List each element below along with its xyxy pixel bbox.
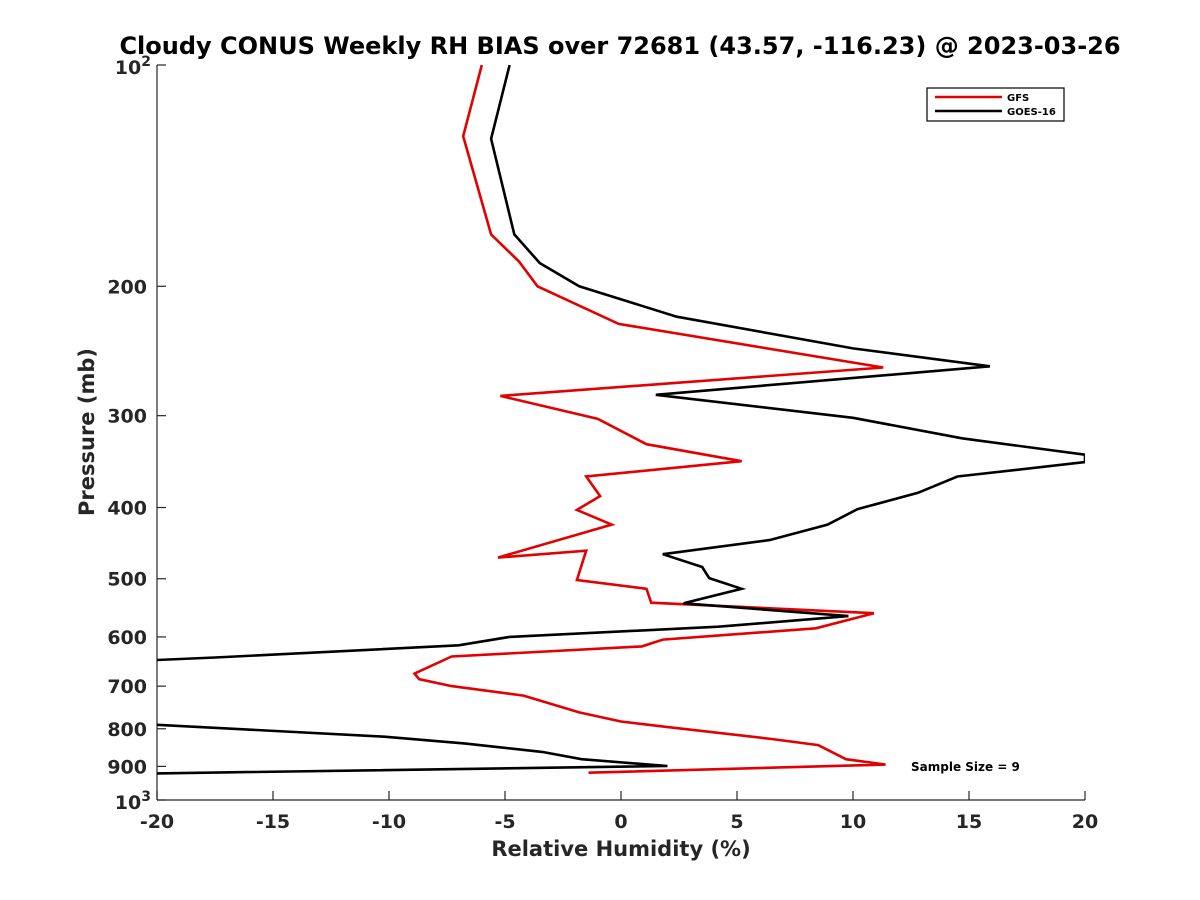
legend-label: GFS bbox=[1007, 93, 1029, 104]
x-tick-label: -20 bbox=[140, 811, 174, 833]
legend-label: GOES-16 bbox=[1007, 107, 1056, 118]
x-tick-label: 15 bbox=[956, 811, 982, 833]
series-line-gfs bbox=[412, 65, 886, 774]
x-tick-label: 5 bbox=[730, 811, 743, 833]
x-tick-label: -15 bbox=[256, 811, 290, 833]
x-axis-label: Relative Humidity (%) bbox=[491, 837, 750, 861]
y-tick-label: 800 bbox=[107, 719, 147, 741]
y-tick-label: 600 bbox=[107, 627, 147, 649]
chart-title: Cloudy CONUS Weekly RH BIAS over 72681 (… bbox=[119, 32, 1120, 60]
sample-size-annotation: Sample Size = 9 bbox=[911, 760, 1020, 774]
series-line-goes-16 bbox=[157, 65, 1085, 662]
y-axis-label: Pressure (mb) bbox=[75, 348, 99, 516]
y-tick-label: 200 bbox=[107, 276, 147, 298]
y-tick-label: 500 bbox=[107, 569, 147, 591]
series-line-goes-16-lower bbox=[157, 723, 668, 775]
y-tick-label: 400 bbox=[107, 498, 147, 520]
y-tick-label: 900 bbox=[107, 756, 147, 778]
y-tick-label: 300 bbox=[107, 406, 147, 428]
legend-box bbox=[926, 87, 1065, 122]
y-tick-label: 103 bbox=[115, 789, 151, 814]
x-tick-label: -5 bbox=[494, 811, 515, 833]
x-tick-label: -10 bbox=[372, 811, 406, 833]
x-tick-label: 10 bbox=[840, 811, 866, 833]
y-tick-label: 700 bbox=[107, 676, 147, 698]
y-tick-label: 102 bbox=[115, 54, 151, 79]
x-tick-label: 20 bbox=[1072, 811, 1098, 833]
x-tick-label: 0 bbox=[614, 811, 627, 833]
plot-area: -20 -15 -10 -5 0 5 10 15 20 102 200 300 400 500 600 700… bbox=[107, 54, 1098, 833]
